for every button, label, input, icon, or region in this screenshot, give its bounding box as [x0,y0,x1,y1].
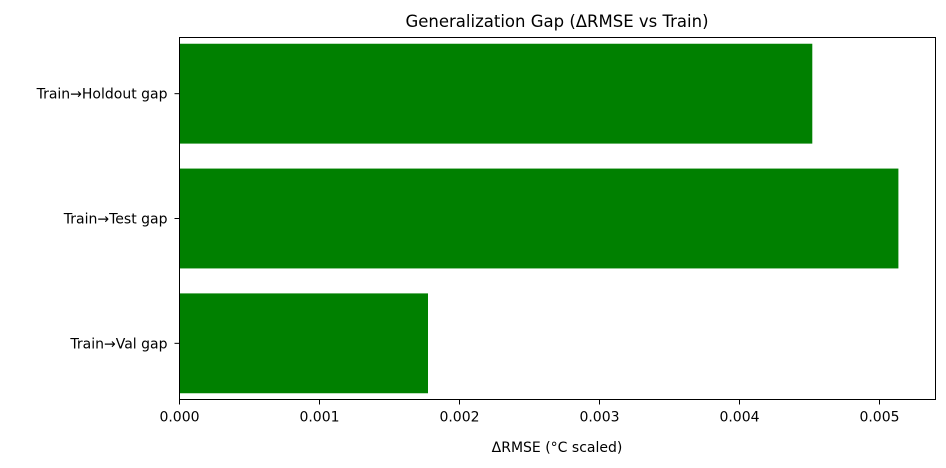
x-tick-label: 0.005 [859,410,899,426]
x-axis-label: ΔRMSE (°C scaled) [492,440,623,456]
x-tick-label: 0.002 [439,410,479,426]
y-tick-label: Train→Val gap [69,336,167,352]
bars-layer [179,43,899,394]
x-tick-label: 0.004 [719,410,759,426]
x-tick-label: 0.001 [299,410,339,426]
bar-2 [179,168,899,269]
ticks-layer: Train→Val gap Train→Test gap Train→Holdout… [36,87,900,426]
plot-frame [179,37,936,400]
chart-title: Generalization Gap (ΔRMSE vs Train) [405,12,708,31]
x-tick-label: 0.000 [159,410,199,426]
bar-3 [179,43,813,144]
y-tick-label: Train→Test gap [63,212,168,228]
x-tick-label: 0.003 [579,410,619,426]
y-tick-label: Train→Holdout gap [36,87,168,103]
bar-1 [179,293,428,394]
